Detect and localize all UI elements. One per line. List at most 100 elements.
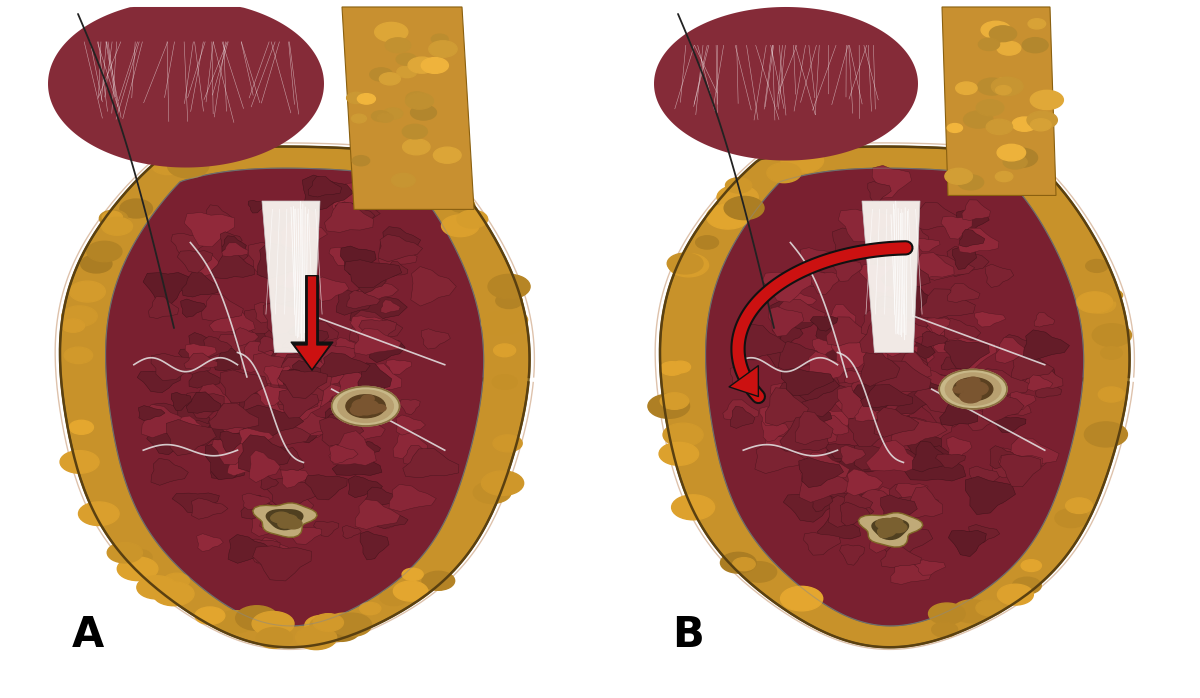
Polygon shape (295, 357, 344, 392)
Circle shape (780, 586, 823, 611)
Polygon shape (185, 392, 224, 419)
Circle shape (996, 158, 1022, 174)
Polygon shape (281, 340, 314, 368)
Polygon shape (840, 445, 865, 465)
Polygon shape (868, 350, 917, 376)
Polygon shape (389, 484, 437, 512)
Circle shape (326, 613, 361, 634)
Circle shape (1086, 260, 1108, 272)
Polygon shape (968, 524, 1000, 544)
Polygon shape (294, 420, 326, 438)
Polygon shape (766, 387, 809, 426)
Polygon shape (836, 383, 883, 410)
Circle shape (984, 161, 1022, 184)
Circle shape (968, 385, 979, 391)
Polygon shape (275, 285, 314, 310)
Polygon shape (826, 444, 854, 459)
Polygon shape (840, 545, 864, 565)
Circle shape (421, 58, 449, 73)
Polygon shape (979, 487, 1006, 508)
Polygon shape (167, 419, 216, 456)
Circle shape (1010, 170, 1044, 190)
Polygon shape (755, 445, 805, 473)
Polygon shape (403, 445, 433, 465)
Polygon shape (877, 369, 919, 396)
Circle shape (151, 156, 184, 174)
Circle shape (960, 390, 982, 403)
Polygon shape (275, 368, 300, 387)
Circle shape (720, 552, 756, 573)
Polygon shape (858, 373, 904, 395)
Polygon shape (773, 401, 791, 421)
Polygon shape (852, 371, 880, 392)
Polygon shape (151, 353, 200, 380)
Polygon shape (181, 299, 206, 318)
Polygon shape (276, 368, 312, 396)
Polygon shape (924, 324, 971, 350)
Circle shape (1098, 387, 1124, 402)
Polygon shape (770, 300, 820, 339)
Polygon shape (875, 306, 907, 328)
Polygon shape (386, 262, 408, 276)
Circle shape (194, 607, 224, 624)
Polygon shape (948, 338, 996, 369)
Polygon shape (906, 422, 953, 445)
Circle shape (374, 22, 408, 42)
Polygon shape (364, 441, 380, 454)
Polygon shape (96, 28, 276, 140)
Polygon shape (72, 14, 300, 154)
Circle shape (888, 518, 901, 526)
Polygon shape (872, 385, 896, 401)
Polygon shape (860, 330, 905, 351)
Polygon shape (269, 357, 325, 396)
Polygon shape (257, 537, 295, 566)
Circle shape (742, 562, 776, 582)
Polygon shape (852, 443, 899, 470)
Polygon shape (277, 447, 304, 470)
Circle shape (362, 403, 382, 414)
Polygon shape (846, 469, 883, 496)
Polygon shape (828, 493, 871, 525)
Circle shape (976, 153, 1016, 177)
Circle shape (70, 281, 106, 302)
Polygon shape (802, 452, 850, 484)
Polygon shape (332, 370, 373, 392)
Polygon shape (859, 349, 905, 378)
Polygon shape (150, 403, 192, 433)
Circle shape (272, 512, 290, 523)
Polygon shape (948, 283, 980, 302)
Polygon shape (348, 476, 383, 498)
Polygon shape (845, 371, 869, 384)
Polygon shape (886, 415, 926, 445)
Text: B: B (672, 614, 703, 656)
Circle shape (996, 86, 1012, 95)
Polygon shape (222, 248, 248, 263)
Polygon shape (217, 334, 256, 361)
Polygon shape (283, 269, 306, 288)
Polygon shape (950, 398, 972, 413)
Polygon shape (959, 230, 988, 252)
Polygon shape (298, 384, 341, 406)
Circle shape (1027, 111, 1057, 129)
Polygon shape (874, 408, 919, 437)
Polygon shape (254, 302, 287, 323)
Polygon shape (883, 343, 910, 365)
Polygon shape (965, 477, 1015, 514)
Circle shape (989, 26, 1016, 42)
Circle shape (1100, 347, 1122, 359)
Polygon shape (784, 494, 836, 522)
Circle shape (886, 519, 901, 528)
Polygon shape (994, 394, 1031, 415)
Polygon shape (203, 414, 250, 440)
Circle shape (995, 172, 1013, 181)
Polygon shape (854, 406, 880, 422)
Circle shape (726, 178, 751, 193)
Polygon shape (305, 475, 347, 500)
Polygon shape (370, 332, 406, 362)
Polygon shape (188, 369, 221, 388)
Circle shape (878, 519, 896, 528)
Circle shape (358, 94, 376, 104)
Polygon shape (800, 272, 828, 287)
Polygon shape (1024, 365, 1063, 389)
Polygon shape (137, 371, 181, 393)
